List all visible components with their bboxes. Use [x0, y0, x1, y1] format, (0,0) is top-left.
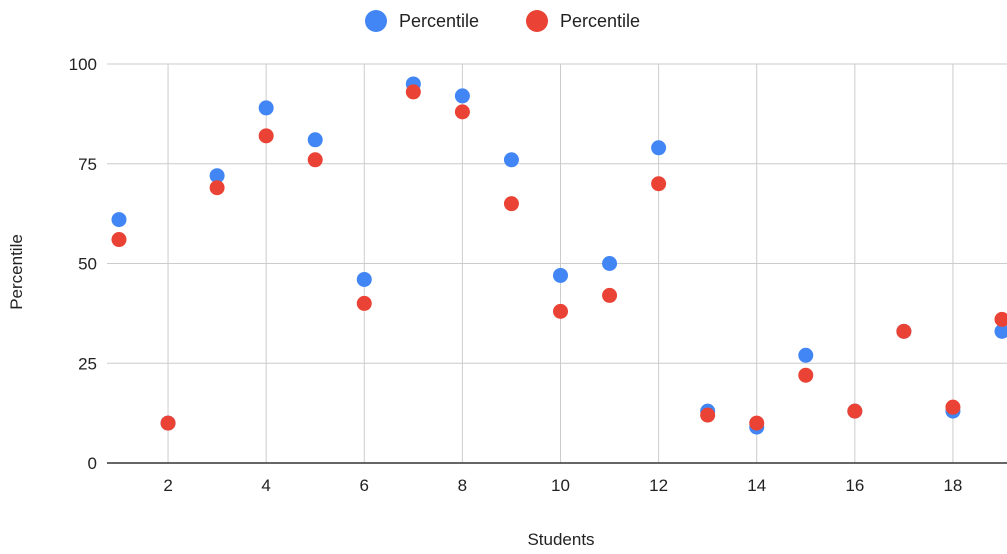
point-series-2[interactable]: [112, 232, 127, 247]
y-tick-label: 25: [78, 354, 97, 373]
point-series-2[interactable]: [357, 296, 372, 311]
y-tick-label: 100: [69, 55, 97, 74]
point-series-2[interactable]: [995, 312, 1007, 327]
point-series-1[interactable]: [798, 348, 813, 363]
x-tick-label: 16: [845, 476, 864, 495]
x-tick-label: 10: [551, 476, 570, 495]
legend-swatch-series-2: [526, 10, 548, 32]
legend-item-series-1[interactable]: Percentile: [365, 10, 479, 32]
point-series-1[interactable]: [602, 256, 617, 271]
x-tick-label: 4: [261, 476, 270, 495]
x-tick-label: 18: [943, 476, 962, 495]
point-series-2[interactable]: [700, 408, 715, 423]
point-series-2[interactable]: [651, 176, 666, 191]
point-series-2[interactable]: [602, 288, 617, 303]
point-series-1[interactable]: [112, 212, 127, 227]
legend-label-series-1: Percentile: [399, 11, 479, 31]
y-tick-label: 0: [88, 454, 97, 473]
point-series-2[interactable]: [406, 84, 421, 99]
point-series-2[interactable]: [749, 416, 764, 431]
point-series-2[interactable]: [945, 400, 960, 415]
legend[interactable]: Percentile Percentile: [365, 10, 640, 32]
x-tick-labels: 2 4 6 8 10 12 14 16 18: [163, 476, 962, 495]
x-axis-title: Students: [527, 530, 594, 549]
data-points: [112, 76, 1007, 434]
point-series-1[interactable]: [455, 88, 470, 103]
x-tick-label: 12: [649, 476, 668, 495]
point-series-2[interactable]: [798, 368, 813, 383]
point-series-1[interactable]: [357, 272, 372, 287]
point-series-2[interactable]: [210, 180, 225, 195]
point-series-2[interactable]: [161, 416, 176, 431]
x-tick-label: 14: [747, 476, 766, 495]
point-series-2[interactable]: [455, 104, 470, 119]
x-tick-label: 2: [163, 476, 172, 495]
legend-swatch-series-1: [365, 10, 387, 32]
point-series-2[interactable]: [504, 196, 519, 211]
point-series-1[interactable]: [553, 268, 568, 283]
y-tick-label: 50: [78, 255, 97, 274]
point-series-2[interactable]: [847, 404, 862, 419]
point-series-1[interactable]: [504, 152, 519, 167]
legend-item-series-2[interactable]: Percentile: [526, 10, 640, 32]
point-series-1[interactable]: [308, 132, 323, 147]
y-axis-title: Percentile: [7, 234, 26, 310]
point-series-2[interactable]: [896, 324, 911, 339]
x-tick-label: 8: [458, 476, 467, 495]
gridlines: [107, 64, 1007, 463]
y-tick-label: 75: [78, 155, 97, 174]
point-series-1[interactable]: [259, 100, 274, 115]
y-tick-labels: 0 25 50 75 100: [69, 55, 97, 473]
point-series-2[interactable]: [308, 152, 323, 167]
point-series-2[interactable]: [259, 128, 274, 143]
legend-label-series-2: Percentile: [560, 11, 640, 31]
point-series-2[interactable]: [553, 304, 568, 319]
x-tick-label: 6: [360, 476, 369, 495]
point-series-1[interactable]: [651, 140, 666, 155]
